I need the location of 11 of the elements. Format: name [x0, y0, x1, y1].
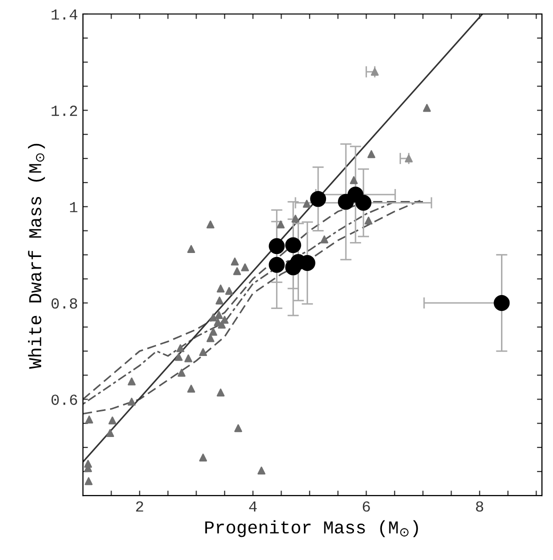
y-tick-label: 1.2 [52, 106, 78, 116]
x-axis-title: Progenitor Mass (M$_{⊙}$) [205, 520, 418, 538]
y-tick-label: 1 [70, 202, 78, 212]
y-tick-label: 1.4 [52, 9, 78, 20]
x-tick-label: 4 [249, 501, 257, 512]
y-axis-title: White Dwarf Mass (M$_{⊙}$) [28, 144, 45, 369]
y-tick-label: 0.6 [52, 394, 78, 405]
y-tick-label: 0.8 [52, 298, 78, 309]
x-tick-label: 8 [476, 501, 484, 512]
x-tick-label: 2 [136, 501, 144, 512]
x-tick-label: 6 [362, 501, 370, 512]
